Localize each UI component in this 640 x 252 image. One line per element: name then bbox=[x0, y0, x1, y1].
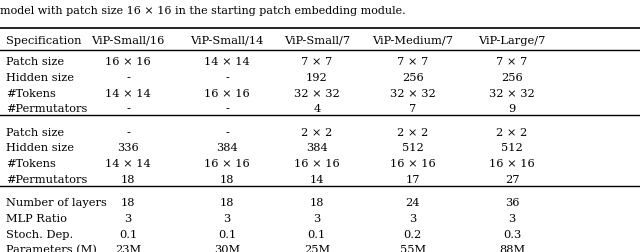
Text: 18: 18 bbox=[121, 198, 135, 208]
Text: 16 × 16: 16 × 16 bbox=[105, 57, 151, 67]
Text: 384: 384 bbox=[216, 143, 238, 153]
Text: ViP-Small/7: ViP-Small/7 bbox=[284, 36, 350, 46]
Text: 88M: 88M bbox=[499, 245, 525, 252]
Text: 0.3: 0.3 bbox=[503, 230, 521, 240]
Text: #Tokens: #Tokens bbox=[6, 159, 56, 169]
Text: 32 × 32: 32 × 32 bbox=[390, 89, 436, 99]
Text: 3: 3 bbox=[409, 214, 417, 224]
Text: -: - bbox=[126, 128, 130, 138]
Text: 18: 18 bbox=[310, 198, 324, 208]
Text: 36: 36 bbox=[505, 198, 519, 208]
Text: 16 × 16: 16 × 16 bbox=[204, 159, 250, 169]
Text: ViP-Small/16: ViP-Small/16 bbox=[92, 36, 164, 46]
Text: #Permutators: #Permutators bbox=[6, 104, 88, 114]
Text: 18: 18 bbox=[121, 175, 135, 185]
Text: 18: 18 bbox=[220, 175, 234, 185]
Text: 192: 192 bbox=[306, 73, 328, 83]
Text: 14 × 14: 14 × 14 bbox=[204, 57, 250, 67]
Text: 32 × 32: 32 × 32 bbox=[489, 89, 535, 99]
Text: 7 × 7: 7 × 7 bbox=[497, 57, 527, 67]
Text: 3: 3 bbox=[313, 214, 321, 224]
Text: 16 × 16: 16 × 16 bbox=[489, 159, 535, 169]
Text: Patch size: Patch size bbox=[6, 57, 65, 67]
Text: 336: 336 bbox=[117, 143, 139, 153]
Text: ViP-Large/7: ViP-Large/7 bbox=[478, 36, 546, 46]
Text: Hidden size: Hidden size bbox=[6, 143, 74, 153]
Text: 3: 3 bbox=[223, 214, 231, 224]
Text: 27: 27 bbox=[505, 175, 519, 185]
Text: ViP-Medium/7: ViP-Medium/7 bbox=[372, 36, 453, 46]
Text: 2 × 2: 2 × 2 bbox=[497, 128, 527, 138]
Text: #Tokens: #Tokens bbox=[6, 89, 56, 99]
Text: 256: 256 bbox=[402, 73, 424, 83]
Text: 24: 24 bbox=[406, 198, 420, 208]
Text: 0.1: 0.1 bbox=[119, 230, 137, 240]
Text: 7 × 7: 7 × 7 bbox=[397, 57, 428, 67]
Text: ViP-Small/14: ViP-Small/14 bbox=[191, 36, 264, 46]
Text: 512: 512 bbox=[402, 143, 424, 153]
Text: -: - bbox=[225, 73, 229, 83]
Text: Number of layers: Number of layers bbox=[6, 198, 108, 208]
Text: 7: 7 bbox=[409, 104, 417, 114]
Text: 9: 9 bbox=[508, 104, 516, 114]
Text: 384: 384 bbox=[306, 143, 328, 153]
Text: 55M: 55M bbox=[400, 245, 426, 252]
Text: 0.1: 0.1 bbox=[218, 230, 236, 240]
Text: 14 × 14: 14 × 14 bbox=[105, 159, 151, 169]
Text: 30M: 30M bbox=[214, 245, 240, 252]
Text: 14 × 14: 14 × 14 bbox=[105, 89, 151, 99]
Text: 14: 14 bbox=[310, 175, 324, 185]
Text: 2 × 2: 2 × 2 bbox=[397, 128, 428, 138]
Text: -: - bbox=[126, 104, 130, 114]
Text: 256: 256 bbox=[501, 73, 523, 83]
Text: -: - bbox=[225, 128, 229, 138]
Text: 17: 17 bbox=[406, 175, 420, 185]
Text: Patch size: Patch size bbox=[6, 128, 65, 138]
Text: 3: 3 bbox=[124, 214, 132, 224]
Text: 16 × 16: 16 × 16 bbox=[204, 89, 250, 99]
Text: 512: 512 bbox=[501, 143, 523, 153]
Text: 18: 18 bbox=[220, 198, 234, 208]
Text: 32 × 32: 32 × 32 bbox=[294, 89, 340, 99]
Text: MLP Ratio: MLP Ratio bbox=[6, 214, 67, 224]
Text: -: - bbox=[225, 104, 229, 114]
Text: -: - bbox=[126, 73, 130, 83]
Text: 16 × 16: 16 × 16 bbox=[294, 159, 340, 169]
Text: #Permutators: #Permutators bbox=[6, 175, 88, 185]
Text: 0.1: 0.1 bbox=[308, 230, 326, 240]
Text: 0.2: 0.2 bbox=[404, 230, 422, 240]
Text: 4: 4 bbox=[313, 104, 321, 114]
Text: Specification: Specification bbox=[6, 36, 82, 46]
Text: 25M: 25M bbox=[304, 245, 330, 252]
Text: 2 × 2: 2 × 2 bbox=[301, 128, 332, 138]
Text: 23M: 23M bbox=[115, 245, 141, 252]
Text: Parameters (M): Parameters (M) bbox=[6, 245, 97, 252]
Text: Stoch. Dep.: Stoch. Dep. bbox=[6, 230, 74, 240]
Text: 7 × 7: 7 × 7 bbox=[301, 57, 332, 67]
Text: 3: 3 bbox=[508, 214, 516, 224]
Text: Hidden size: Hidden size bbox=[6, 73, 74, 83]
Text: model with patch size 16 × 16 in the starting patch embedding module.: model with patch size 16 × 16 in the sta… bbox=[0, 7, 406, 16]
Text: 16 × 16: 16 × 16 bbox=[390, 159, 436, 169]
